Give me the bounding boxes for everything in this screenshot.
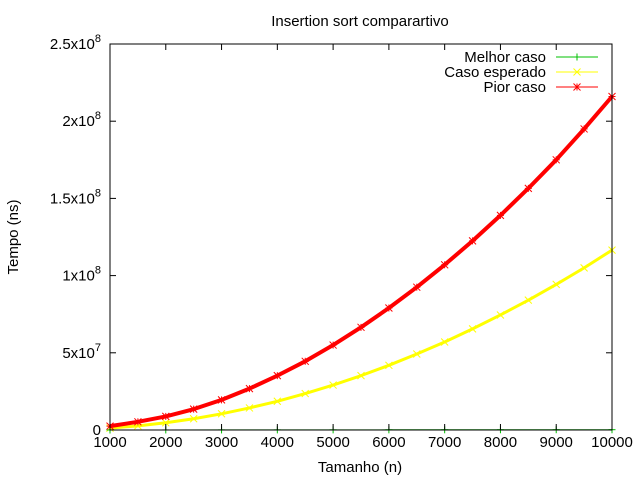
data-point bbox=[440, 338, 449, 346]
data-point bbox=[329, 341, 337, 349]
data-point bbox=[580, 264, 588, 272]
data-point bbox=[357, 323, 365, 332]
series-line bbox=[109, 248, 613, 430]
data-point bbox=[245, 404, 254, 412]
y-tick-label: 0 bbox=[93, 422, 101, 439]
data-point bbox=[552, 155, 561, 164]
y-tick-label-base: 2.5x10 bbox=[50, 36, 95, 53]
data-point bbox=[189, 414, 198, 423]
y-tick-label-base: 2x10 bbox=[62, 113, 95, 130]
data-point bbox=[189, 405, 198, 414]
y-tick-label-exponent: 7 bbox=[95, 342, 101, 354]
legend-marker bbox=[573, 68, 581, 76]
y-tick-label-exponent: 8 bbox=[95, 265, 101, 277]
data-point bbox=[357, 371, 365, 380]
y-tick-label-base: 5x10 bbox=[62, 345, 95, 362]
y-tick-label-exponent: 8 bbox=[95, 110, 101, 122]
x-tick-label: 5000 bbox=[316, 434, 349, 451]
data-point bbox=[412, 350, 421, 358]
x-tick-label: 10000 bbox=[591, 434, 633, 451]
y-axis-label: Tempo (ns) bbox=[5, 199, 22, 274]
y-tick-label: 2.5x108 bbox=[50, 33, 101, 53]
data-point bbox=[245, 384, 254, 393]
data-point bbox=[217, 409, 226, 418]
x-tick-label: 2000 bbox=[149, 434, 182, 451]
data-point bbox=[161, 418, 170, 427]
legend-label: Melhor caso bbox=[464, 49, 546, 66]
data-point bbox=[524, 296, 533, 305]
x-tick-label: 9000 bbox=[540, 434, 573, 451]
x-tick-label: 8000 bbox=[484, 434, 517, 451]
y-tick-label: 1.5x108 bbox=[50, 187, 101, 207]
x-tick-label: 6000 bbox=[372, 434, 405, 451]
data-point bbox=[273, 371, 282, 380]
series-1 bbox=[106, 246, 616, 433]
data-point bbox=[496, 311, 505, 319]
series-2 bbox=[106, 92, 616, 430]
y-tick-label-exponent: 8 bbox=[95, 33, 101, 45]
data-point bbox=[552, 280, 561, 289]
data-point bbox=[524, 184, 533, 193]
legend-marker bbox=[573, 83, 581, 91]
x-tick-label: 7000 bbox=[428, 434, 461, 451]
x-axis: 1000 2000 3000 4000 5000 6000 7000 8000 9000 1000… bbox=[93, 44, 633, 451]
data-point bbox=[385, 361, 393, 370]
legend-label: Pior caso bbox=[483, 79, 546, 96]
data-point bbox=[468, 325, 477, 333]
y-tick-label: 5x107 bbox=[62, 342, 101, 362]
data-point bbox=[468, 237, 477, 245]
data-point bbox=[440, 260, 449, 269]
y-tick-label-base: 1x10 bbox=[62, 268, 95, 285]
plot-frame bbox=[109, 43, 613, 431]
y-tick-label-base: 0 bbox=[93, 422, 101, 439]
x-axis-label: Tamanho (n) bbox=[318, 459, 402, 476]
data-point bbox=[301, 357, 310, 366]
y-tick-label-base: 1.5x10 bbox=[50, 190, 95, 207]
data-point bbox=[301, 389, 310, 398]
chart-title: Insertion sort comparartivo bbox=[271, 13, 449, 30]
x-tick-label: 3000 bbox=[205, 434, 238, 451]
y-tick-label: 1x108 bbox=[62, 265, 101, 285]
series-layer bbox=[106, 92, 616, 434]
legend-label: Caso esperado bbox=[444, 64, 546, 81]
x-tick-label: 1000 bbox=[93, 434, 126, 451]
data-point bbox=[134, 417, 142, 426]
y-tick-label-exponent: 8 bbox=[95, 187, 101, 199]
data-point bbox=[329, 381, 337, 389]
data-point bbox=[496, 211, 505, 220]
data-point bbox=[273, 397, 282, 406]
legend-marker bbox=[573, 53, 581, 61]
data-point bbox=[217, 396, 226, 404]
data-point bbox=[161, 412, 170, 421]
x-tick-label: 4000 bbox=[261, 434, 294, 451]
y-tick-label: 2x108 bbox=[62, 110, 101, 130]
data-point bbox=[580, 125, 588, 133]
data-point bbox=[385, 304, 393, 312]
data-point bbox=[412, 283, 421, 292]
